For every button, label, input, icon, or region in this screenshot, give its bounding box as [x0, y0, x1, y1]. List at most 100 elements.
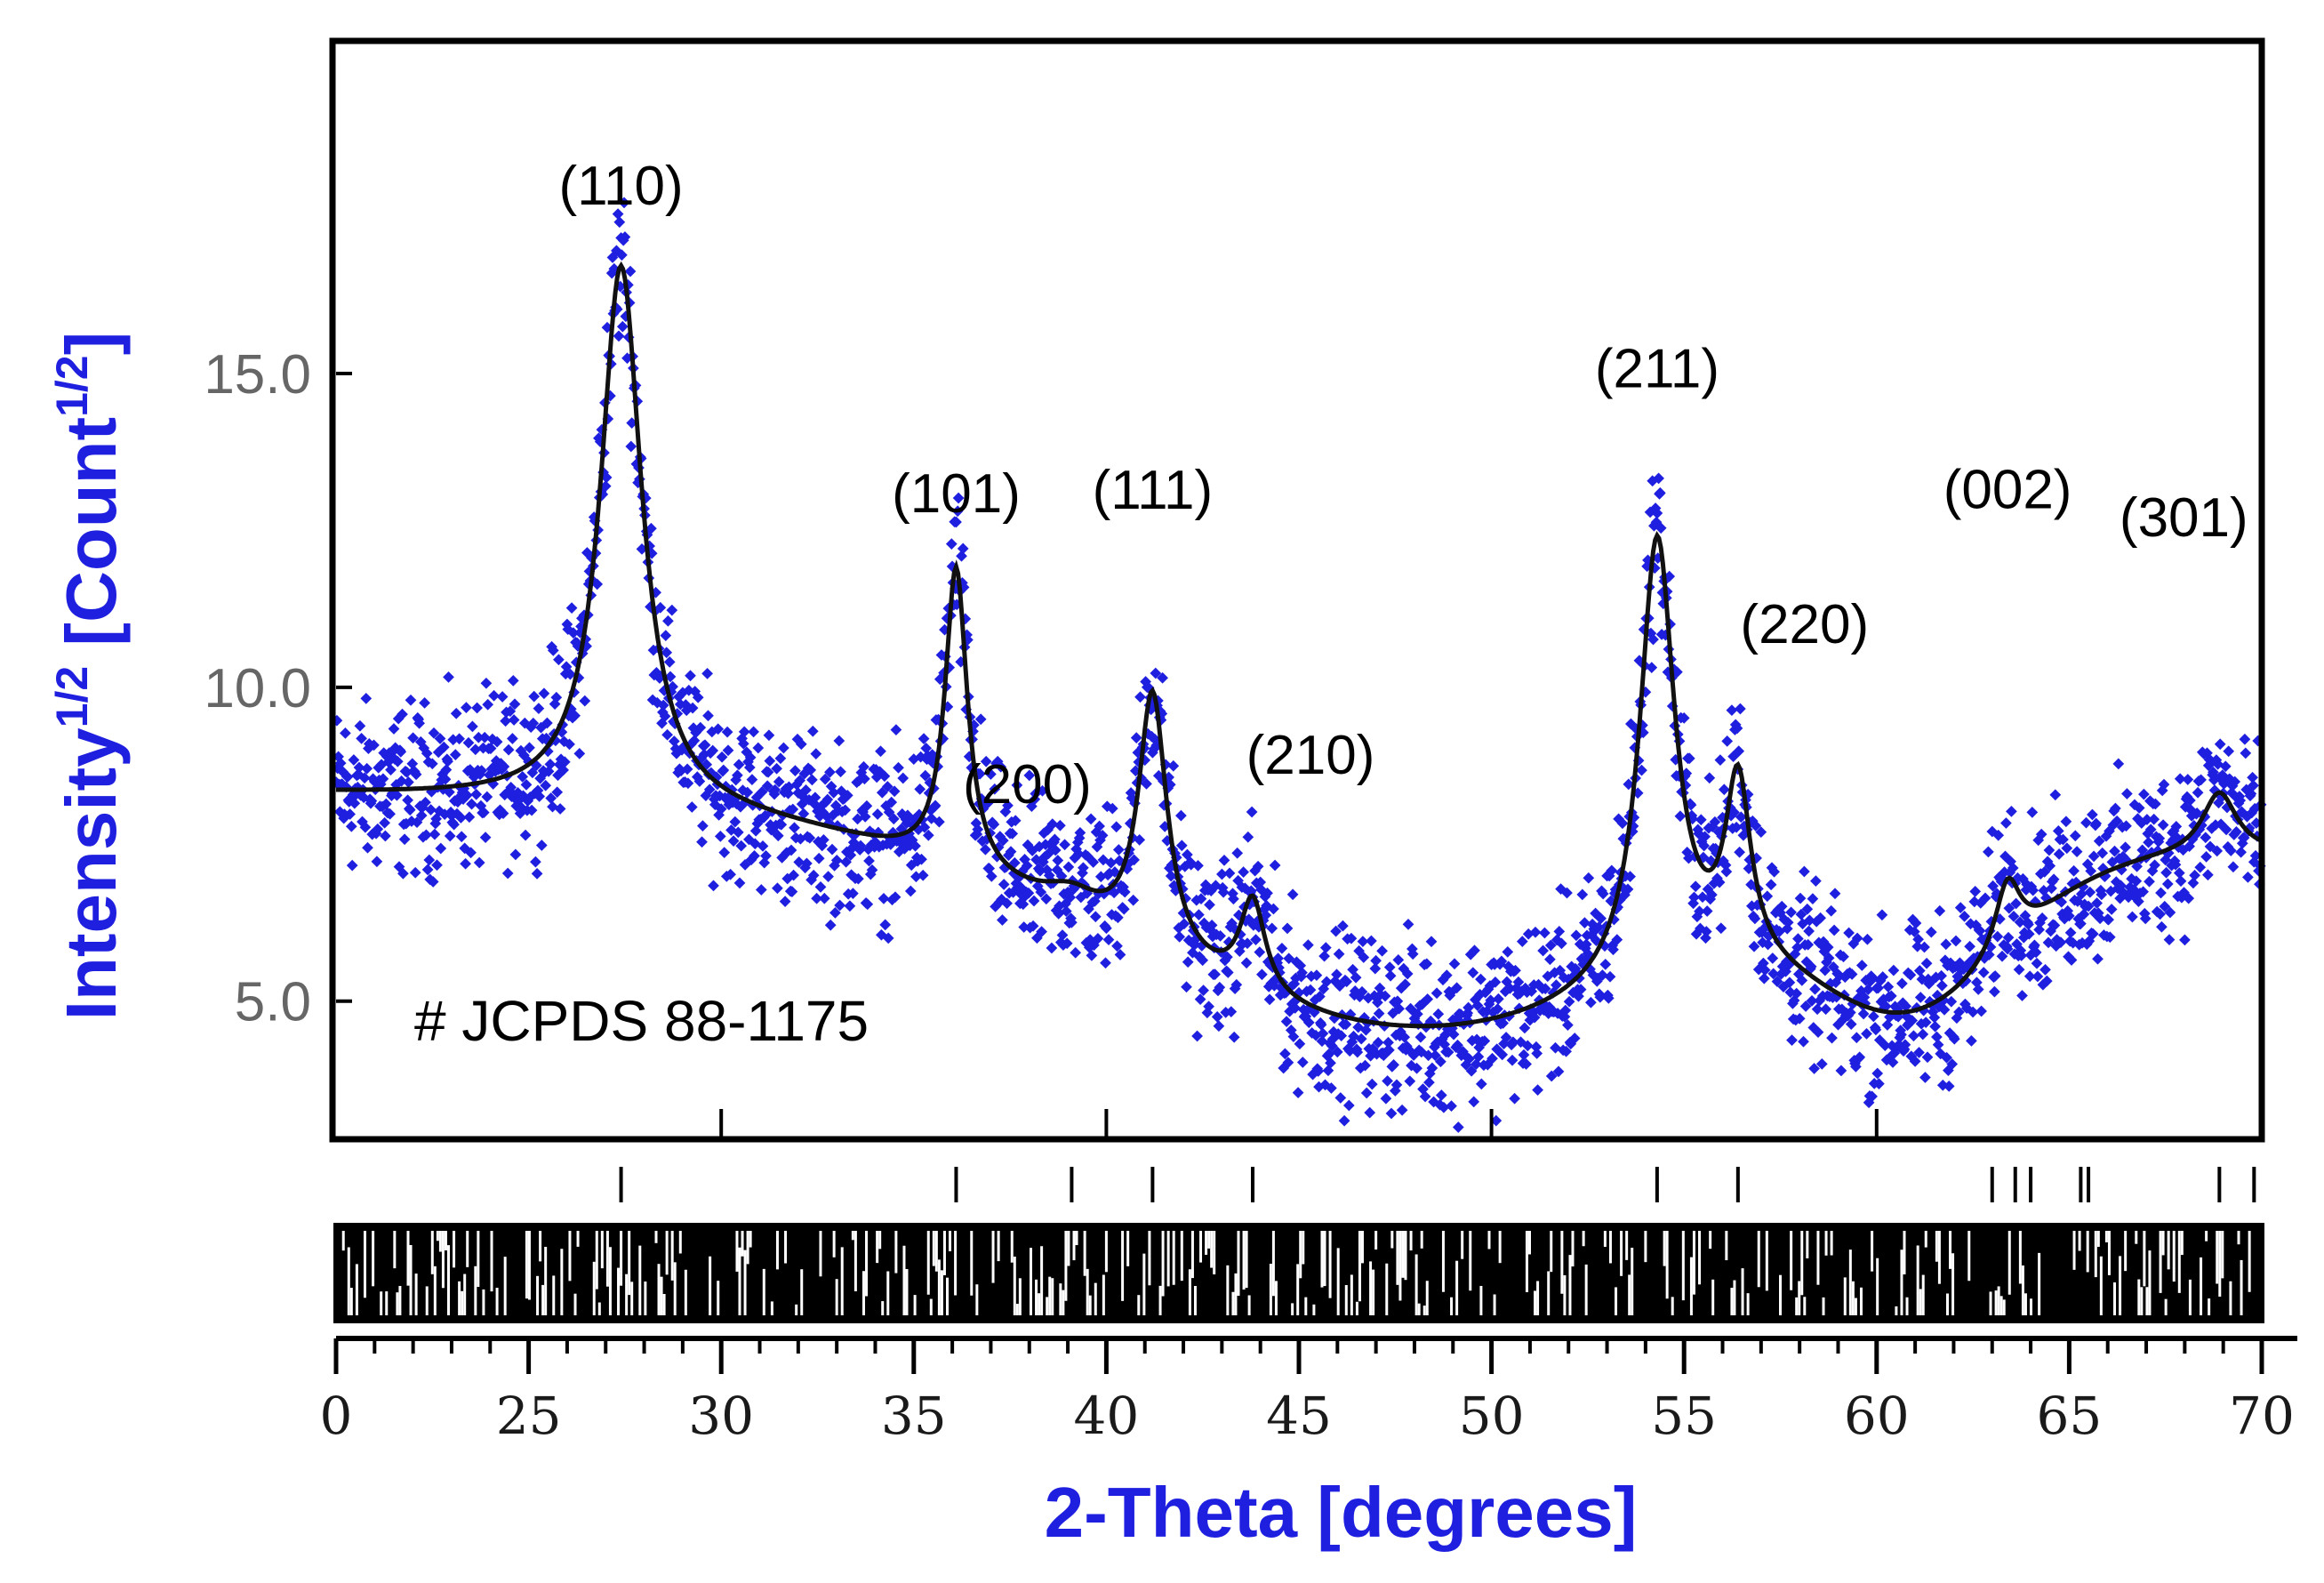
observed-point — [2223, 745, 2235, 758]
observed-point — [1191, 1030, 1203, 1042]
x-tick-label: 60 — [1844, 1386, 1910, 1446]
observed-point — [419, 697, 430, 709]
observed-point — [1238, 866, 1249, 878]
observed-point — [2071, 846, 2083, 857]
observed-point — [470, 788, 483, 800]
observed-point — [1266, 922, 1278, 935]
observed-point — [1333, 948, 1345, 960]
observed-point — [1599, 959, 1612, 970]
observed-point — [1604, 970, 1616, 983]
observed-point — [371, 856, 383, 868]
y-axis-title-sup1: 1/2 — [47, 666, 97, 728]
observed-point — [1422, 993, 1434, 1005]
observed-point — [1447, 1028, 1460, 1041]
observed-point — [696, 836, 708, 848]
observed-point — [2155, 887, 2167, 899]
observed-point — [1382, 1075, 1393, 1087]
observed-point — [957, 542, 969, 555]
x-tick-label: 70 — [2229, 1386, 2295, 1446]
observed-point — [2240, 747, 2252, 759]
observed-point — [1489, 976, 1502, 988]
observed-point — [1218, 855, 1230, 866]
observed-point — [1654, 486, 1666, 499]
observed-point — [708, 880, 719, 892]
observed-point — [1785, 906, 1797, 919]
observed-point — [1174, 931, 1186, 943]
observed-point — [1451, 982, 1463, 994]
observed-point — [473, 856, 485, 869]
observed-point — [1896, 977, 1908, 990]
observed-point — [2192, 786, 2204, 799]
observed-point — [1920, 957, 1933, 969]
observed-point — [479, 832, 492, 843]
observed-point — [1519, 1022, 1531, 1034]
observed-point — [1360, 1087, 1373, 1099]
observed-point — [1402, 919, 1414, 930]
observed-point — [1242, 831, 1254, 843]
observed-point — [890, 724, 902, 735]
observed-point — [1545, 1070, 1558, 1082]
observed-point — [1966, 1035, 1977, 1047]
observed-point — [1512, 976, 1525, 988]
observed-point — [1579, 917, 1591, 928]
observed-point — [1585, 996, 1597, 1008]
observed-point — [1430, 987, 1443, 1000]
observed-point — [2069, 830, 2081, 842]
observed-point — [1312, 1065, 1325, 1077]
observed-point — [826, 843, 838, 856]
observed-point — [1114, 949, 1126, 960]
observed-point — [1398, 1031, 1411, 1043]
observed-point — [471, 702, 483, 714]
observed-point — [1919, 1072, 1931, 1083]
observed-point — [1331, 1046, 1343, 1058]
observed-point — [1302, 1016, 1315, 1029]
observed-point — [1487, 1052, 1498, 1065]
observed-point — [1563, 995, 1575, 1008]
observed-point — [2112, 758, 2125, 770]
observed-point — [1263, 993, 1276, 1006]
observed-point — [461, 702, 472, 713]
observed-point — [1611, 934, 1623, 945]
x-tick-label: 30 — [688, 1386, 754, 1446]
observed-point — [1430, 1049, 1441, 1062]
observed-point — [746, 774, 758, 785]
observed-point — [1342, 1099, 1355, 1112]
observed-point — [1340, 1018, 1352, 1031]
observed-point — [1383, 961, 1396, 973]
observed-point — [1765, 879, 1777, 891]
observed-point — [1134, 691, 1146, 703]
observed-point — [1553, 926, 1566, 937]
observed-point — [553, 654, 565, 666]
observed-point — [1318, 950, 1330, 962]
observed-point — [1674, 810, 1687, 823]
observed-point — [685, 801, 698, 813]
observed-point — [2148, 813, 2160, 825]
observed-point — [774, 752, 787, 765]
observed-point — [1181, 981, 1192, 993]
y-tick-label: 10.0 — [204, 658, 311, 719]
observed-point — [1213, 1020, 1225, 1033]
observed-point — [1341, 976, 1353, 988]
observed-point — [1396, 1104, 1408, 1116]
reference-ticks — [619, 1167, 2256, 1202]
observed-point — [1100, 957, 1111, 969]
observed-point — [1175, 809, 1187, 822]
observed-point — [1748, 940, 1760, 952]
observed-point — [1452, 1039, 1463, 1051]
observed-point — [444, 830, 456, 842]
observed-point — [360, 693, 373, 704]
observed-point — [1260, 909, 1272, 921]
observed-point — [1197, 954, 1209, 967]
observed-point — [1435, 1089, 1447, 1101]
observed-point — [1331, 968, 1342, 981]
observed-point — [1516, 936, 1528, 947]
observed-point — [1036, 926, 1047, 937]
peak-label: (002) — [1943, 460, 2072, 521]
observed-point — [1749, 912, 1761, 925]
observed-point — [1714, 754, 1727, 766]
observed-point — [1934, 904, 1946, 917]
x-tick-label: 35 — [881, 1386, 947, 1446]
observed-point — [429, 828, 441, 840]
observed-point — [1570, 929, 1583, 942]
observed-point — [717, 764, 730, 776]
